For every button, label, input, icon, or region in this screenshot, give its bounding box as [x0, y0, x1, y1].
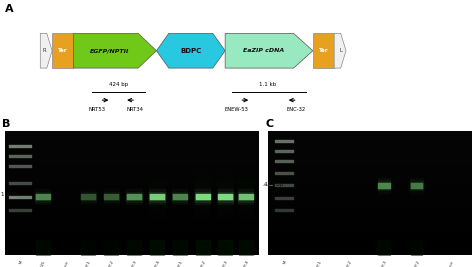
Polygon shape — [73, 33, 156, 68]
Text: L: L — [340, 48, 343, 53]
Text: Nontransgenic: Nontransgenic — [56, 260, 69, 267]
Polygon shape — [40, 33, 52, 68]
Text: 1.1 kb: 1.1 kb — [259, 83, 276, 88]
Bar — [52, 33, 73, 68]
Polygon shape — [334, 33, 346, 68]
Text: EaZIPsocTP-1: EaZIPsocTP-1 — [310, 260, 322, 267]
Text: EaZIPsocTP-3: EaZIPsocTP-3 — [376, 260, 388, 267]
Text: EaZIPsocTP-3: EaZIPsocTP-3 — [217, 260, 229, 267]
Text: NRT53: NRT53 — [89, 107, 106, 112]
Text: C: C — [265, 120, 273, 129]
Text: 1.1 kb: 1.1 kb — [1, 193, 18, 197]
Text: EaZIPsocTP-2: EaZIPsocTP-2 — [409, 260, 420, 267]
Text: B: B — [2, 120, 11, 129]
Text: EGFP/NPTII: EGFP/NPTII — [90, 48, 130, 53]
Text: EaZIPsocTP-1: EaZIPsocTP-1 — [172, 260, 183, 267]
Text: EaZIPsocTP-1: EaZIPsocTP-1 — [80, 260, 92, 267]
Polygon shape — [225, 33, 313, 68]
Text: Ter: Ter — [58, 48, 68, 53]
Text: 424 bp: 424 bp — [109, 83, 128, 88]
Text: EaZIPsocTP-4: EaZIPsocTP-4 — [237, 260, 249, 267]
Text: EaZIPsocTP-4: EaZIPsocTP-4 — [149, 260, 161, 267]
Text: EaZIPsocTP-2: EaZIPsocTP-2 — [341, 260, 353, 267]
Text: ENC-32: ENC-32 — [286, 107, 305, 112]
Text: Ter: Ter — [319, 48, 328, 53]
Text: ENEW-53: ENEW-53 — [224, 107, 248, 112]
Text: M: M — [283, 260, 288, 264]
Text: EaZIPsocTP-3: EaZIPsocTP-3 — [126, 260, 138, 267]
Text: 424 bp: 424 bp — [264, 182, 283, 187]
Text: CE1225: CE1225 — [38, 260, 46, 267]
Text: NRT34: NRT34 — [127, 107, 144, 112]
Text: Nontransgenic: Nontransgenic — [442, 260, 455, 267]
Text: BDPC: BDPC — [180, 48, 201, 54]
Polygon shape — [156, 33, 225, 68]
Text: R: R — [43, 48, 46, 53]
Text: M: M — [19, 260, 24, 264]
Text: A: A — [5, 4, 13, 14]
Text: EaZIPsocTP-2: EaZIPsocTP-2 — [103, 260, 115, 267]
Bar — [313, 33, 334, 68]
Text: EaZIPsocTP-2: EaZIPsocTP-2 — [194, 260, 206, 267]
Text: EaZIP cDNA: EaZIP cDNA — [243, 48, 284, 53]
